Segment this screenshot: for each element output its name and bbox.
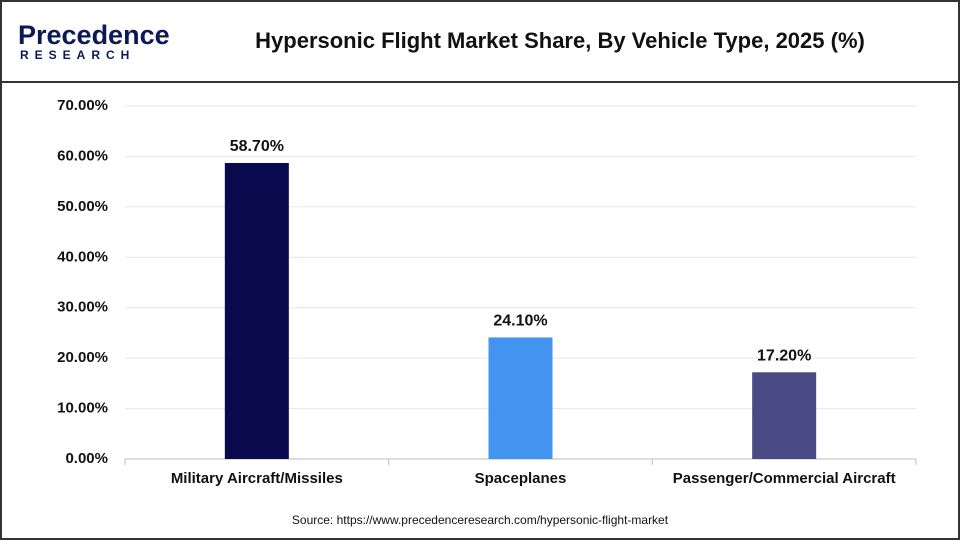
y-tick-label: 70.00% <box>57 97 108 114</box>
logo-name: Precedence <box>18 20 170 50</box>
y-tick-label: 20.00% <box>57 349 108 366</box>
x-tick-label: Military Aircraft/Missiles <box>171 470 343 487</box>
source: Source: https://www.precedenceresearch.c… <box>292 513 669 527</box>
x-tick-label: Spaceplanes <box>475 470 567 487</box>
y-tick-label: 60.00% <box>57 147 108 164</box>
value-label: 24.10% <box>493 313 547 330</box>
chart-title: Hypersonic Flight Market Share, By Vehic… <box>255 28 865 53</box>
y-tick-label: 10.00% <box>57 400 108 417</box>
y-tick-label: 30.00% <box>57 299 108 316</box>
bar <box>752 372 817 459</box>
bar <box>488 337 553 459</box>
bar <box>224 162 289 459</box>
value-label: 17.20% <box>757 347 811 364</box>
x-tick-label: Passenger/Commercial Aircraft <box>673 470 896 487</box>
logo-tagline: RESEARCH <box>20 48 135 62</box>
y-tick-label: 0.00% <box>65 450 108 467</box>
value-label: 58.70% <box>230 138 284 155</box>
y-tick-label: 50.00% <box>57 198 108 215</box>
y-tick-label: 40.00% <box>57 248 108 265</box>
